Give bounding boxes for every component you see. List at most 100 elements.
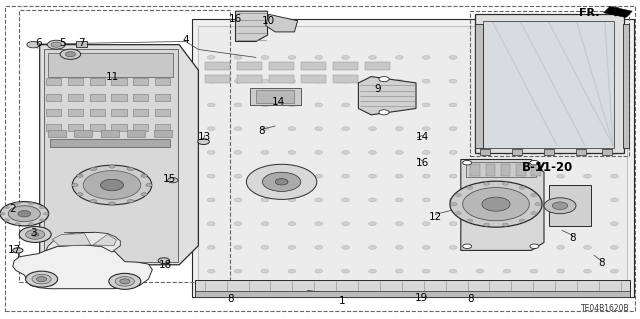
Circle shape (77, 193, 83, 196)
Circle shape (90, 167, 97, 171)
Bar (68, 93, 83, 100)
Circle shape (207, 56, 215, 59)
Bar (516, 164, 525, 176)
Circle shape (127, 199, 134, 203)
Circle shape (234, 198, 242, 202)
Circle shape (584, 269, 591, 273)
Bar (154, 130, 172, 137)
Circle shape (483, 182, 490, 185)
Bar (111, 109, 127, 116)
Bar (100, 130, 119, 137)
Circle shape (476, 56, 484, 59)
Text: 13: 13 (198, 132, 211, 142)
Circle shape (379, 110, 389, 115)
Circle shape (557, 56, 564, 59)
Text: 7: 7 (79, 38, 85, 48)
Circle shape (288, 56, 296, 59)
Circle shape (4, 219, 9, 221)
Polygon shape (52, 234, 91, 246)
Text: 18: 18 (159, 260, 172, 271)
Circle shape (288, 222, 296, 226)
Circle shape (476, 79, 484, 83)
Circle shape (422, 103, 430, 107)
Text: 3: 3 (30, 228, 36, 238)
Text: 8: 8 (258, 126, 264, 137)
Text: 8: 8 (227, 294, 234, 304)
Bar (470, 164, 480, 176)
Circle shape (379, 77, 389, 82)
Circle shape (531, 193, 537, 197)
Circle shape (396, 127, 403, 130)
Circle shape (261, 151, 269, 154)
Text: FR.: FR. (579, 8, 599, 18)
Bar (602, 149, 612, 155)
Circle shape (198, 139, 209, 145)
Circle shape (100, 179, 124, 191)
Circle shape (158, 258, 170, 263)
Bar (623, 24, 629, 148)
Circle shape (234, 127, 242, 130)
Bar (483, 21, 614, 148)
Bar (155, 124, 170, 131)
Bar (111, 124, 127, 131)
Bar (470, 11, 629, 156)
Circle shape (60, 49, 81, 59)
Circle shape (450, 181, 542, 227)
Circle shape (15, 223, 20, 225)
Circle shape (261, 222, 269, 226)
Circle shape (29, 223, 34, 225)
Circle shape (369, 127, 376, 130)
Circle shape (463, 244, 472, 249)
Bar (237, 75, 262, 83)
Circle shape (234, 56, 242, 59)
Bar (155, 93, 170, 100)
Circle shape (207, 127, 215, 130)
Bar (46, 109, 61, 116)
Circle shape (31, 233, 39, 236)
Circle shape (369, 56, 376, 59)
Circle shape (396, 103, 403, 107)
Circle shape (207, 222, 215, 226)
Circle shape (369, 103, 376, 107)
Text: 11: 11 (106, 71, 118, 82)
Circle shape (449, 174, 457, 178)
Bar (486, 164, 495, 176)
Polygon shape (40, 45, 198, 265)
Circle shape (342, 127, 349, 130)
Circle shape (342, 151, 349, 154)
Circle shape (47, 40, 65, 49)
Text: 6: 6 (35, 38, 42, 48)
Bar (205, 62, 230, 70)
Circle shape (503, 174, 511, 178)
Circle shape (288, 151, 296, 154)
Bar (90, 78, 105, 85)
Circle shape (342, 174, 349, 178)
Circle shape (584, 103, 591, 107)
Circle shape (72, 183, 78, 187)
Circle shape (26, 271, 58, 287)
Circle shape (288, 127, 296, 130)
Circle shape (275, 179, 288, 185)
Text: 16: 16 (229, 14, 242, 24)
Bar (195, 280, 630, 297)
Circle shape (611, 246, 618, 249)
Circle shape (146, 183, 152, 187)
Polygon shape (46, 232, 120, 252)
Circle shape (315, 151, 323, 154)
Text: B-11-20: B-11-20 (522, 161, 573, 174)
Circle shape (611, 222, 618, 226)
Bar (544, 149, 554, 155)
Text: 14: 14 (272, 97, 285, 107)
Polygon shape (236, 11, 268, 41)
Bar (269, 75, 294, 83)
Text: 1: 1 (339, 296, 346, 307)
Circle shape (530, 246, 538, 249)
Circle shape (262, 172, 301, 191)
Bar (44, 49, 178, 262)
Circle shape (552, 202, 568, 210)
Circle shape (584, 198, 591, 202)
Circle shape (51, 42, 61, 47)
Circle shape (396, 174, 403, 178)
Circle shape (342, 269, 349, 273)
Circle shape (90, 199, 97, 203)
